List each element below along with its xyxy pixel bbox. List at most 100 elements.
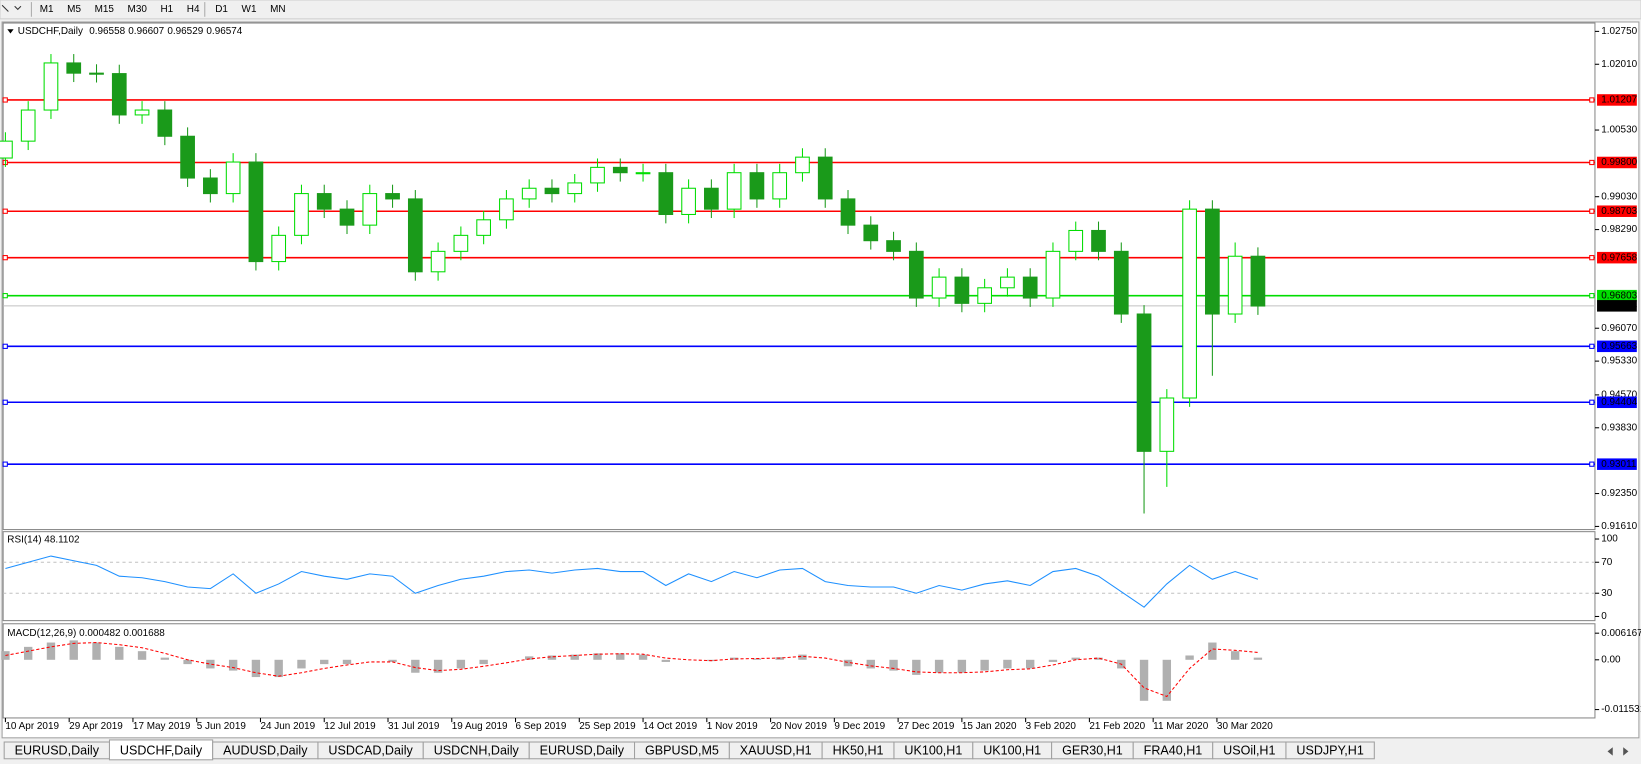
level-handle[interactable] bbox=[2, 343, 8, 349]
level-label-box bbox=[1597, 251, 1637, 264]
candle-body bbox=[1182, 208, 1197, 399]
level-handle[interactable] bbox=[1589, 293, 1595, 299]
current-price-label: 0.96574 bbox=[1601, 300, 1637, 311]
tab-label[interactable]: EURUSD,Daily bbox=[15, 744, 100, 758]
level-label: 0.93011 bbox=[1601, 459, 1637, 470]
candle-body bbox=[430, 250, 446, 273]
tab-label[interactable]: XAUUSD,H1 bbox=[740, 744, 812, 758]
macd-bar bbox=[1230, 651, 1240, 660]
level-handle[interactable] bbox=[1589, 461, 1595, 467]
candle-body bbox=[499, 198, 514, 221]
x-tick-label: 27 Dec 2019 bbox=[898, 721, 955, 732]
macd-bar bbox=[1208, 642, 1217, 660]
toolbar bbox=[0, 0, 1641, 20]
x-tick-label: 19 Aug 2019 bbox=[452, 721, 508, 732]
timeframe-button[interactable]: M15 bbox=[95, 4, 115, 15]
level-handle[interactable] bbox=[2, 97, 8, 103]
candle-body bbox=[157, 109, 173, 137]
level-handle[interactable] bbox=[1589, 208, 1595, 214]
macd-bar bbox=[1094, 657, 1103, 660]
macd-bar bbox=[69, 640, 78, 660]
macd-bar bbox=[866, 659, 875, 669]
tab-label[interactable]: EURUSD,Daily bbox=[540, 744, 625, 758]
candle-body bbox=[817, 156, 833, 200]
quote-value: 0.96529 bbox=[167, 26, 203, 37]
tab-label[interactable]: USOil,H1 bbox=[1223, 744, 1275, 758]
level-handle[interactable] bbox=[2, 255, 8, 261]
timeframe-button[interactable]: M5 bbox=[67, 4, 81, 15]
current-price-box bbox=[1597, 300, 1637, 312]
level-label: 0.96803 bbox=[1601, 290, 1637, 301]
tab-label[interactable]: USDCAD,Daily bbox=[328, 744, 413, 758]
macd-bar bbox=[456, 659, 466, 669]
candle-body bbox=[203, 177, 218, 195]
tab-label[interactable]: USDJPY,H1 bbox=[1296, 744, 1363, 758]
candle-body bbox=[1250, 255, 1266, 307]
candle-body bbox=[248, 161, 264, 263]
candle-body bbox=[0, 140, 13, 159]
timeframe-button[interactable]: H1 bbox=[161, 4, 174, 15]
macd-bar bbox=[1, 651, 10, 660]
timeframe-button[interactable]: MN bbox=[270, 4, 285, 15]
candle-body bbox=[89, 72, 104, 75]
tab-label[interactable]: AUDUSD,Daily bbox=[223, 744, 308, 758]
level-label-box bbox=[1597, 205, 1637, 217]
candle-body bbox=[863, 224, 879, 242]
collapse-arrow[interactable] bbox=[7, 29, 14, 34]
candle-body bbox=[681, 187, 696, 215]
level-label: 0.95663 bbox=[1601, 341, 1637, 352]
tab[interactable] bbox=[1285, 741, 1375, 760]
tab-label[interactable]: USDCHF,Daily bbox=[120, 744, 203, 758]
timeframe-button[interactable]: H4 bbox=[187, 4, 200, 15]
x-tick-label: 14 Oct 2019 bbox=[643, 721, 698, 732]
macd-title: MACD(12,26,9) 0.000482 0.001688 bbox=[7, 628, 165, 639]
main-panel bbox=[2, 22, 1596, 531]
x-tick-label: 1 Nov 2019 bbox=[707, 721, 758, 732]
tab-label[interactable]: HK50,H1 bbox=[833, 744, 884, 758]
level-label: 0.99800 bbox=[1601, 157, 1637, 168]
level-handle[interactable] bbox=[2, 399, 8, 405]
candle-body bbox=[612, 166, 628, 174]
tab-label[interactable]: UK100,H1 bbox=[904, 744, 962, 758]
level-handle[interactable] bbox=[1589, 399, 1595, 405]
rsi-panel bbox=[2, 531, 1596, 622]
tab-label[interactable]: GER30,H1 bbox=[1062, 744, 1123, 758]
symbol-title: USDCHF,Daily bbox=[18, 26, 83, 37]
level-handle[interactable] bbox=[2, 461, 8, 467]
toolbar-icon[interactable] bbox=[1, 4, 22, 12]
level-label-box bbox=[1597, 156, 1637, 169]
macd-tick-label: 0.006167 bbox=[1601, 628, 1641, 639]
timeframe-button[interactable]: M1 bbox=[40, 4, 54, 15]
level-handle[interactable] bbox=[1589, 159, 1595, 166]
tab-label[interactable]: UK100,H1 bbox=[983, 744, 1041, 758]
candle-body bbox=[294, 193, 309, 236]
level-handle[interactable] bbox=[1589, 97, 1595, 103]
candle-body bbox=[1227, 255, 1243, 315]
candle-body bbox=[1045, 250, 1061, 299]
level-handle[interactable] bbox=[2, 208, 8, 214]
timeframe-button[interactable]: M30 bbox=[128, 4, 148, 15]
x-tick-label: 17 May 2019 bbox=[133, 721, 191, 732]
candle-body bbox=[544, 187, 560, 195]
macd-bar bbox=[297, 659, 306, 669]
tab-scroll[interactable] bbox=[1607, 747, 1629, 756]
macd-bar bbox=[1162, 659, 1172, 701]
macd-bar bbox=[729, 657, 739, 660]
x-tick-label: 21 Feb 2020 bbox=[1089, 721, 1145, 732]
candle-body bbox=[749, 172, 765, 200]
level-handle[interactable] bbox=[2, 293, 8, 299]
macd-bar bbox=[593, 653, 602, 660]
timeframe-button[interactable]: D1 bbox=[215, 4, 228, 15]
tab-label[interactable]: FRA40,H1 bbox=[1144, 744, 1203, 758]
candle-body bbox=[590, 166, 605, 184]
level-handle[interactable] bbox=[1589, 255, 1595, 261]
chart-window bbox=[1, 21, 1640, 739]
macd-bar bbox=[411, 659, 420, 673]
tab-label[interactable]: USDCNH,Daily bbox=[434, 744, 520, 758]
x-tick-label: 30 Mar 2020 bbox=[1217, 721, 1273, 732]
x-tick-label: 9 Dec 2019 bbox=[834, 721, 885, 732]
tab-label[interactable]: GBPUSD,M5 bbox=[645, 744, 719, 758]
x-tick-label: 31 Jul 2019 bbox=[388, 721, 440, 732]
timeframe-button[interactable]: W1 bbox=[242, 4, 257, 15]
level-handle[interactable] bbox=[1589, 343, 1595, 349]
